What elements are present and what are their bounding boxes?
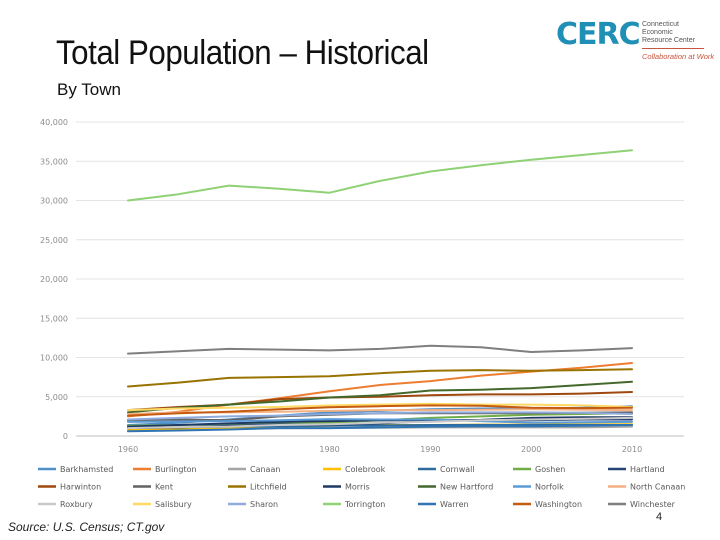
legend-label-burlington: Burlington xyxy=(155,465,197,474)
slide-subtitle: By Town xyxy=(57,80,121,99)
series-line-sharon xyxy=(127,411,633,421)
y-tick-label: 0 xyxy=(63,432,68,441)
y-tick-label: 25,000 xyxy=(40,236,68,245)
x-tick-label: 2000 xyxy=(521,445,541,454)
legend-label-sharon: Sharon xyxy=(250,500,278,509)
logo-mark: CERC xyxy=(556,17,641,52)
legend-label-cornwall: Cornwall xyxy=(440,465,475,474)
legend-label-goshen: Goshen xyxy=(535,465,565,474)
legend-label-winchester: Winchester xyxy=(630,500,676,509)
legend-label-colebrook: Colebrook xyxy=(345,465,386,474)
logo-tagline: Collaboration at Work xyxy=(642,52,715,61)
legend-label-new-hartford: New Hartford xyxy=(440,483,493,492)
legend-label-washington: Washington xyxy=(535,500,582,509)
legend-label-morris: Morris xyxy=(345,483,370,492)
series-line-roxbury xyxy=(127,416,633,430)
legend-label-barkhamsted: Barkhamsted xyxy=(60,465,113,474)
logo-organization-name: Connecticut Economic Resource Center xyxy=(642,21,695,44)
series-line-salisbury xyxy=(127,402,633,412)
series-line-torrington xyxy=(127,149,633,202)
cerc-logo: CERC Connecticut Economic Resource Cente… xyxy=(556,18,716,66)
series-line-washington xyxy=(127,404,633,417)
legend-label-harwinton: Harwinton xyxy=(60,483,101,492)
series-line-norfolk xyxy=(127,418,633,424)
y-tick-label: 20,000 xyxy=(40,275,68,284)
legend-label-north-canaan: North Canaan xyxy=(630,483,685,492)
series-line-new-hartford xyxy=(127,380,633,414)
slide-title: Total Population – Historical xyxy=(56,34,429,72)
y-tick-label: 35,000 xyxy=(40,157,68,166)
legend-label-torrington: Torrington xyxy=(344,500,385,509)
legend-label-kent: Kent xyxy=(155,483,173,492)
series-line-litchfield xyxy=(127,368,633,388)
page-number: 4 xyxy=(656,511,663,523)
x-tick-label: 2010 xyxy=(622,445,642,454)
legend-label-litchfield: Litchfield xyxy=(250,483,287,492)
x-tick-label: 1970 xyxy=(219,445,239,454)
series-line-winchester xyxy=(127,344,633,355)
legend-label-warren: Warren xyxy=(440,500,469,509)
y-tick-label: 15,000 xyxy=(40,314,68,323)
x-tick-label: 1990 xyxy=(420,445,440,454)
y-tick-label: 40,000 xyxy=(40,118,68,127)
y-tick-label: 30,000 xyxy=(40,197,68,206)
legend-label-salisbury: Salisbury xyxy=(155,500,192,509)
legend-label-roxbury: Roxbury xyxy=(60,500,93,509)
y-tick-label: 10,000 xyxy=(40,354,68,363)
legend-label-norfolk: Norfolk xyxy=(535,483,564,492)
legend-label-canaan: Canaan xyxy=(250,465,280,474)
logo-divider xyxy=(642,48,704,49)
x-tick-label: 1980 xyxy=(319,445,339,454)
y-tick-label: 5,000 xyxy=(45,393,68,402)
source-note: Source: U.S. Census; CT.gov xyxy=(8,520,165,534)
legend-label-hartland: Hartland xyxy=(630,465,665,474)
series-line-warren xyxy=(127,424,633,433)
x-tick-label: 1960 xyxy=(118,445,138,454)
